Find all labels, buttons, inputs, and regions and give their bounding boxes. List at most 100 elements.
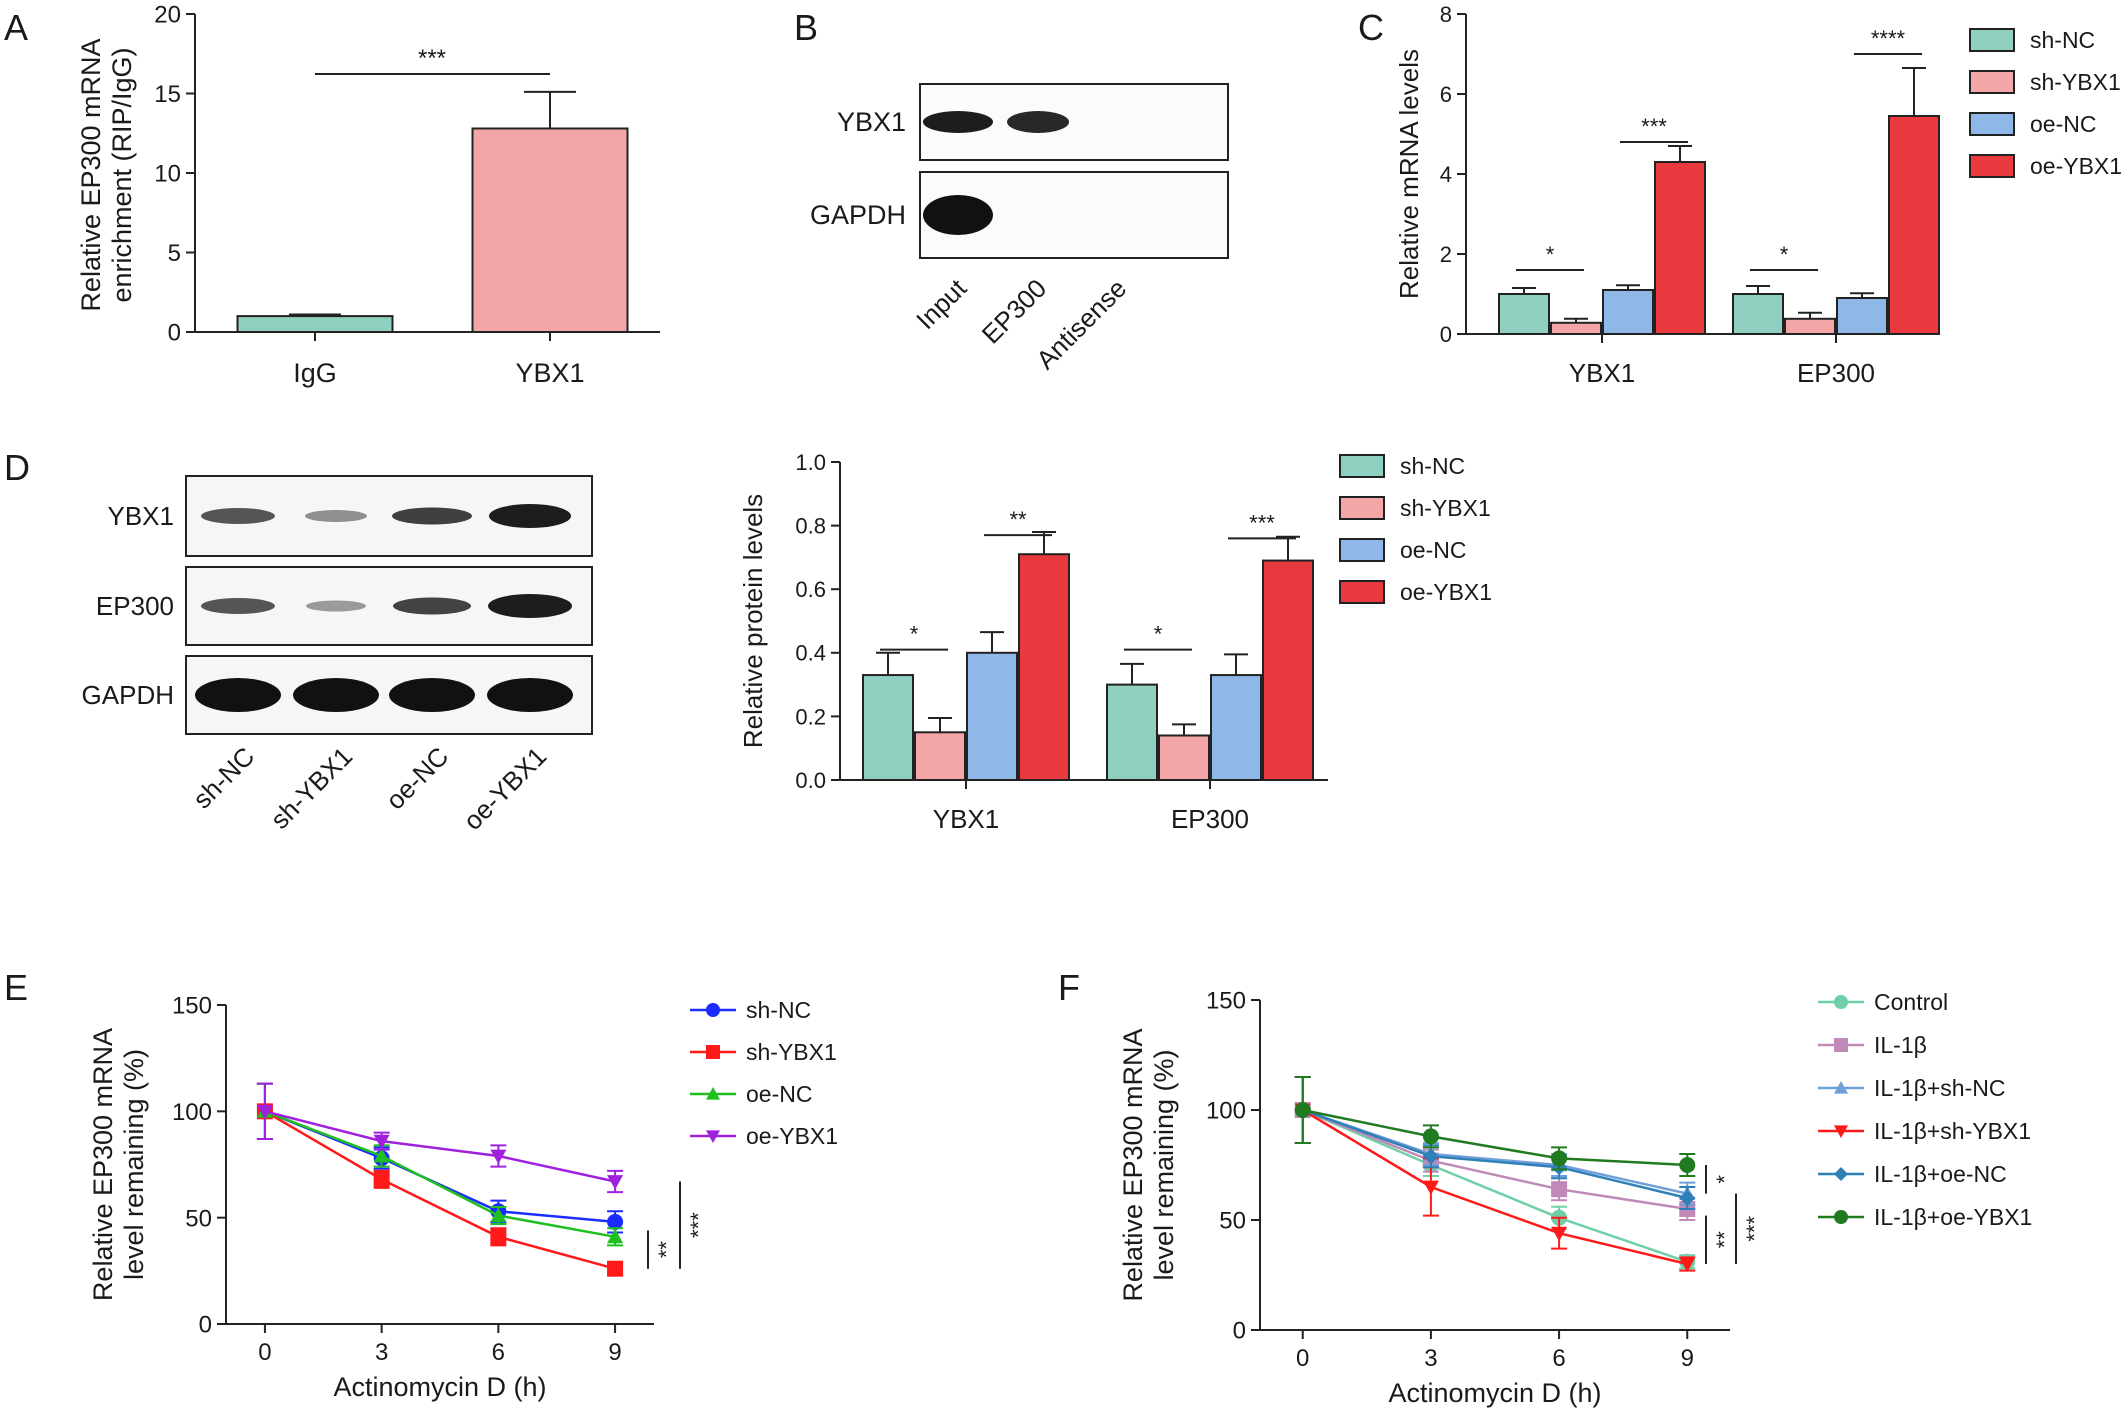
x-tick-label: 6 <box>492 1339 505 1366</box>
legend-swatch <box>1969 154 2015 178</box>
blot-band <box>201 508 275 524</box>
legend-label: oe-NC <box>746 1081 812 1107</box>
y-tick-label: 8 <box>1440 2 1452 27</box>
significance-label: *** <box>418 45 446 72</box>
y-tick-label: 150 <box>172 993 212 1020</box>
data-point-il-1-sh-ybx1 <box>1551 1226 1568 1242</box>
y-tick-label: 50 <box>185 1205 212 1232</box>
significance-label: ** <box>1009 507 1027 532</box>
panel-letter-b: B <box>794 7 818 48</box>
significance-label: *** <box>686 1212 711 1238</box>
legend-label: sh-YBX1 <box>1400 495 1491 521</box>
chart-f: 0 50 100 150 0 3 6 9 Actinomycin D (h) Control IL-… <box>1118 988 2032 1408</box>
bar-sh-ybx1 <box>1550 321 1602 335</box>
significance-label: *** <box>1641 114 1667 139</box>
legend-label: sh-NC <box>1400 453 1465 479</box>
blot-lane-label: EP300 <box>976 273 1052 349</box>
y-axis-label: Relative EP300 mRNAlevel remaining (%) <box>1118 1028 1179 1301</box>
blot-lane-label: sh-NC <box>187 741 260 814</box>
legend-label: IL-1β+oe-YBX1 <box>1874 1204 2032 1230</box>
blot-band <box>392 507 472 525</box>
legend-marker <box>706 1045 720 1059</box>
y-axis-label: Relative EP300 mRNAenrichment (RIP/IgG) <box>76 38 137 311</box>
y-tick-label: 4 <box>1440 162 1452 187</box>
legend-label: IL-1β+oe-NC <box>1874 1161 2007 1187</box>
blot-band <box>393 597 471 615</box>
y-tick-label: 15 <box>154 81 181 108</box>
legend-swatch <box>1339 538 1385 562</box>
y-tick-label: 5 <box>168 240 181 267</box>
y-axis-label-line: Relative EP300 mRNA <box>76 38 106 311</box>
bar-sh-nc <box>862 674 914 781</box>
bar-sh-nc <box>1498 293 1550 335</box>
data-point-il-1-oe-nc <box>1679 1190 1696 1206</box>
legend-label: oe-YBX1 <box>746 1123 838 1149</box>
blot-band <box>305 510 367 522</box>
x-tick-label: YBX1 <box>933 804 1000 834</box>
y-axis-label: Relative protein levels <box>738 494 768 748</box>
legend-swatch <box>1339 580 1385 604</box>
legend-label: oe-NC <box>2030 111 2096 137</box>
data-point-sh-ybx1 <box>490 1228 507 1245</box>
bar-sh-ybx1 <box>1784 317 1836 335</box>
legend-label: oe-NC <box>1400 537 1466 563</box>
blot-band <box>1007 111 1069 133</box>
data-point-il-1-oe-nc <box>1422 1148 1439 1165</box>
series-line-il-1 <box>1302 1108 1688 1211</box>
data-point-oe-nc <box>607 1228 624 1244</box>
panel-letter-d: D <box>4 447 30 488</box>
y-tick-label: 0 <box>1440 322 1452 347</box>
y-tick-label: 100 <box>1206 1098 1246 1125</box>
bar-oe-nc <box>1210 674 1262 781</box>
blot-band <box>923 111 993 133</box>
legend-label: Control <box>1874 989 1948 1015</box>
bar-sh-nc <box>1106 683 1158 781</box>
x-tick-label: 9 <box>1681 1345 1694 1372</box>
y-axis-label-line: enrichment (RIP/IgG) <box>107 47 137 302</box>
y-tick-label: 2 <box>1440 242 1452 267</box>
y-tick-label: 10 <box>154 161 181 188</box>
bar-ybx1 <box>471 127 629 333</box>
x-axis-label: Actinomycin D (h) <box>1388 1378 1601 1408</box>
blot-band <box>201 598 275 614</box>
significance-label: * <box>1712 1175 1737 1184</box>
legend-label: sh-YBX1 <box>746 1039 837 1065</box>
legend-marker <box>1834 1167 1848 1181</box>
data-point-il-1 <box>1551 1181 1568 1198</box>
legend-label: sh-NC <box>2030 27 2095 53</box>
y-tick-label: 0 <box>199 1312 212 1339</box>
data-point-oe-ybx1 <box>256 1104 273 1120</box>
legend-marker <box>706 1087 720 1100</box>
y-tick-label: 150 <box>1206 988 1246 1015</box>
bar-oe-nc <box>966 651 1018 781</box>
series-line-il-1-sh-ybx1 <box>1302 1108 1688 1266</box>
y-axis-label-line: Relative EP300 mRNA <box>88 1028 118 1301</box>
data-point-il-1-oe-ybx1 <box>1294 1102 1311 1118</box>
x-tick-label: 3 <box>1424 1345 1437 1372</box>
y-tick-label: 1.0 <box>795 450 826 475</box>
blot-lane-label: Input <box>910 272 973 335</box>
blot-band <box>389 678 475 712</box>
data-point-oe-nc <box>373 1147 390 1163</box>
data-point-il-1-oe-ybx1 <box>1422 1128 1439 1145</box>
y-tick-label: 100 <box>172 1099 212 1126</box>
x-axis-label: Actinomycin D (h) <box>333 1372 546 1402</box>
data-point-oe-nc <box>490 1207 507 1222</box>
bar-oe-ybx1 <box>1654 161 1706 335</box>
y-axis-label-line: level remaining (%) <box>1149 1049 1179 1280</box>
panel-letters: A B C D E F <box>4 7 1384 1008</box>
significance-label: * <box>1546 242 1555 267</box>
data-point-oe-ybx1 <box>607 1175 624 1190</box>
y-tick-label: 20 <box>154 2 181 29</box>
y-tick-label: 6 <box>1440 82 1452 107</box>
blot-row-label: EP300 <box>96 591 174 621</box>
legend-marker <box>1834 1081 1848 1094</box>
x-tick-label: YBX1 <box>515 358 584 388</box>
bar-oe-nc <box>1602 289 1654 335</box>
significance-label: * <box>1154 622 1163 647</box>
series-line-oe-nc <box>264 1110 616 1239</box>
blot-lane-label: oe-NC <box>380 741 454 815</box>
y-axis-label-line: Relative protein levels <box>738 494 768 748</box>
blot-row-label: GAPDH <box>810 200 906 230</box>
bar-oe-nc <box>1836 297 1888 335</box>
